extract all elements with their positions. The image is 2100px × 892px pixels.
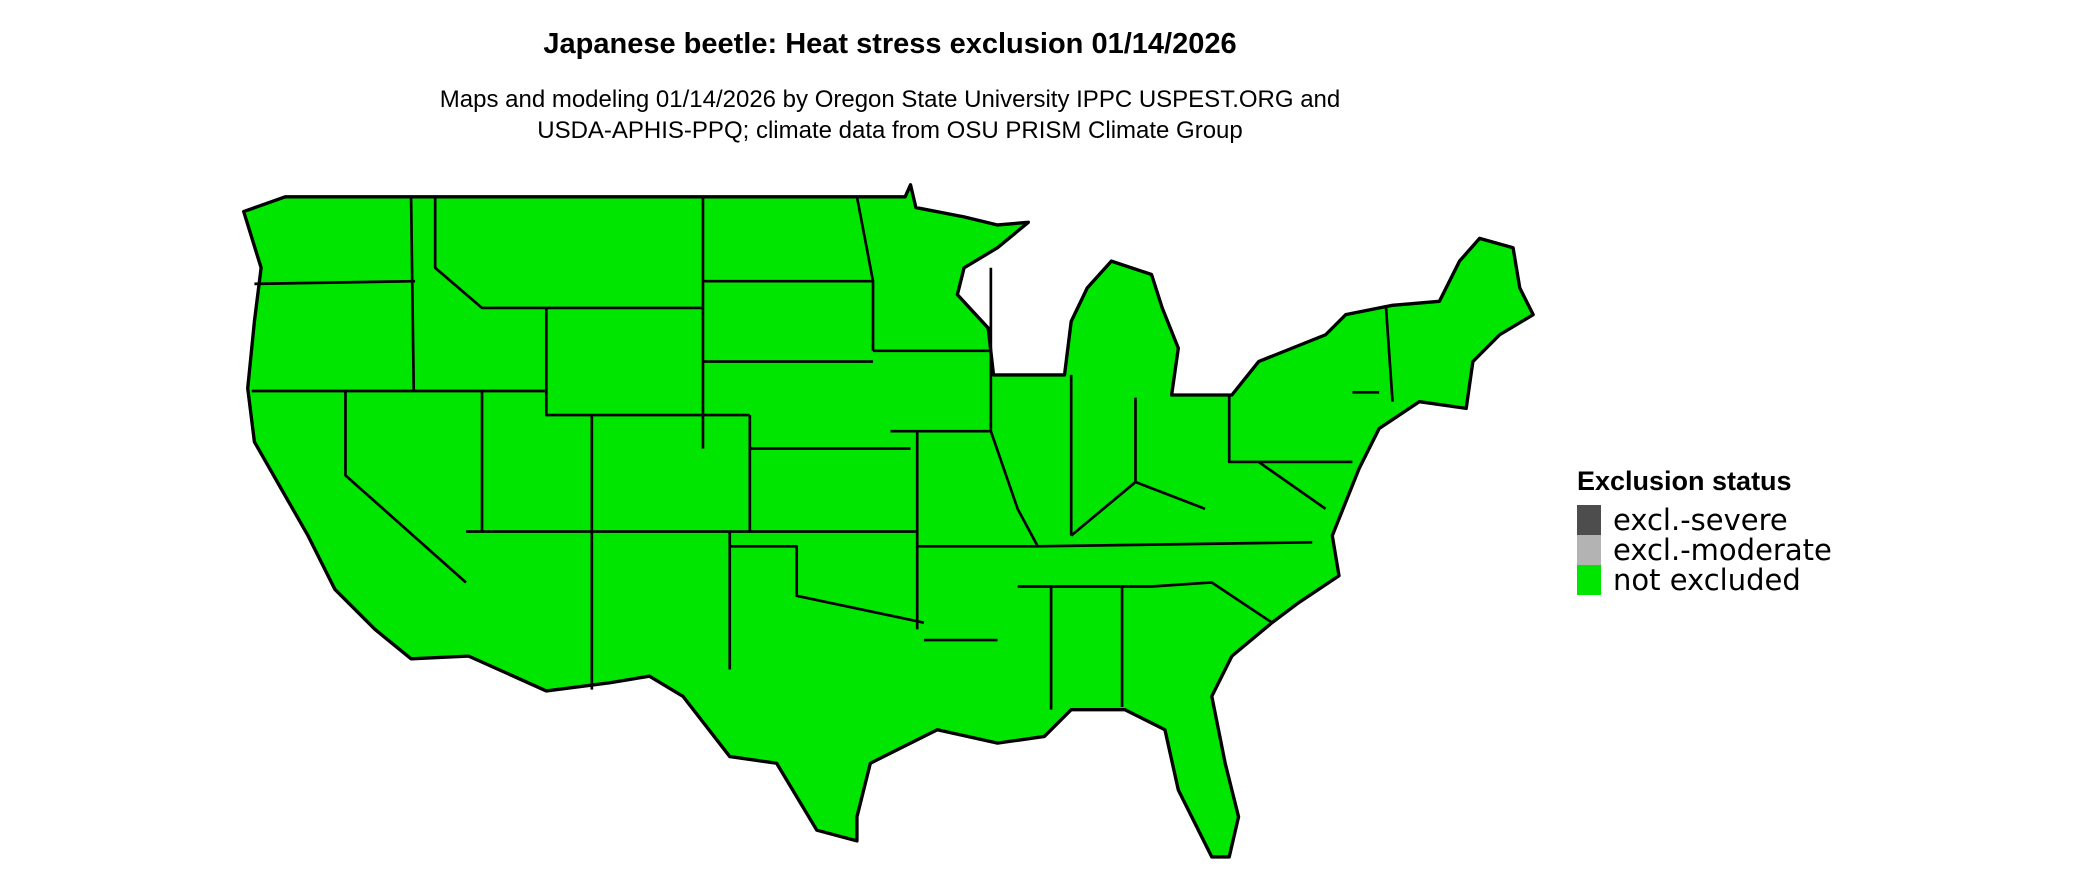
legend-item-excl-moderate: excl.-moderate xyxy=(1577,535,1832,565)
legend-swatch-severe xyxy=(1577,505,1601,535)
subtitle-line-2: USDA-APHIS-PPQ; climate data from OSU PR… xyxy=(537,117,1243,144)
map-title: Japanese beetle: Heat stress exclusion 0… xyxy=(543,28,1237,60)
subtitle-line-1: Maps and modeling 01/14/2026 by Oregon S… xyxy=(439,86,1341,113)
legend-title: Exclusion status xyxy=(1577,466,1792,496)
legend: Exclusion status excl.-severe excl.-mode… xyxy=(1577,466,1832,595)
map-subtitle: Maps and modeling 01/14/2026 by Oregon S… xyxy=(0,84,1780,146)
legend-label: excl.-moderate xyxy=(1613,533,1832,567)
state-borders xyxy=(251,196,1394,710)
legend-item-not-excluded: not excluded xyxy=(1577,565,1832,595)
legend-label: excl.-severe xyxy=(1613,503,1788,537)
legend-swatch-moderate xyxy=(1577,535,1601,565)
legend-swatch-not-excluded xyxy=(1577,565,1601,595)
us-outline xyxy=(242,183,1535,859)
legend-label: not excluded xyxy=(1613,563,1801,597)
legend-item-excl-severe: excl.-severe xyxy=(1577,505,1832,535)
